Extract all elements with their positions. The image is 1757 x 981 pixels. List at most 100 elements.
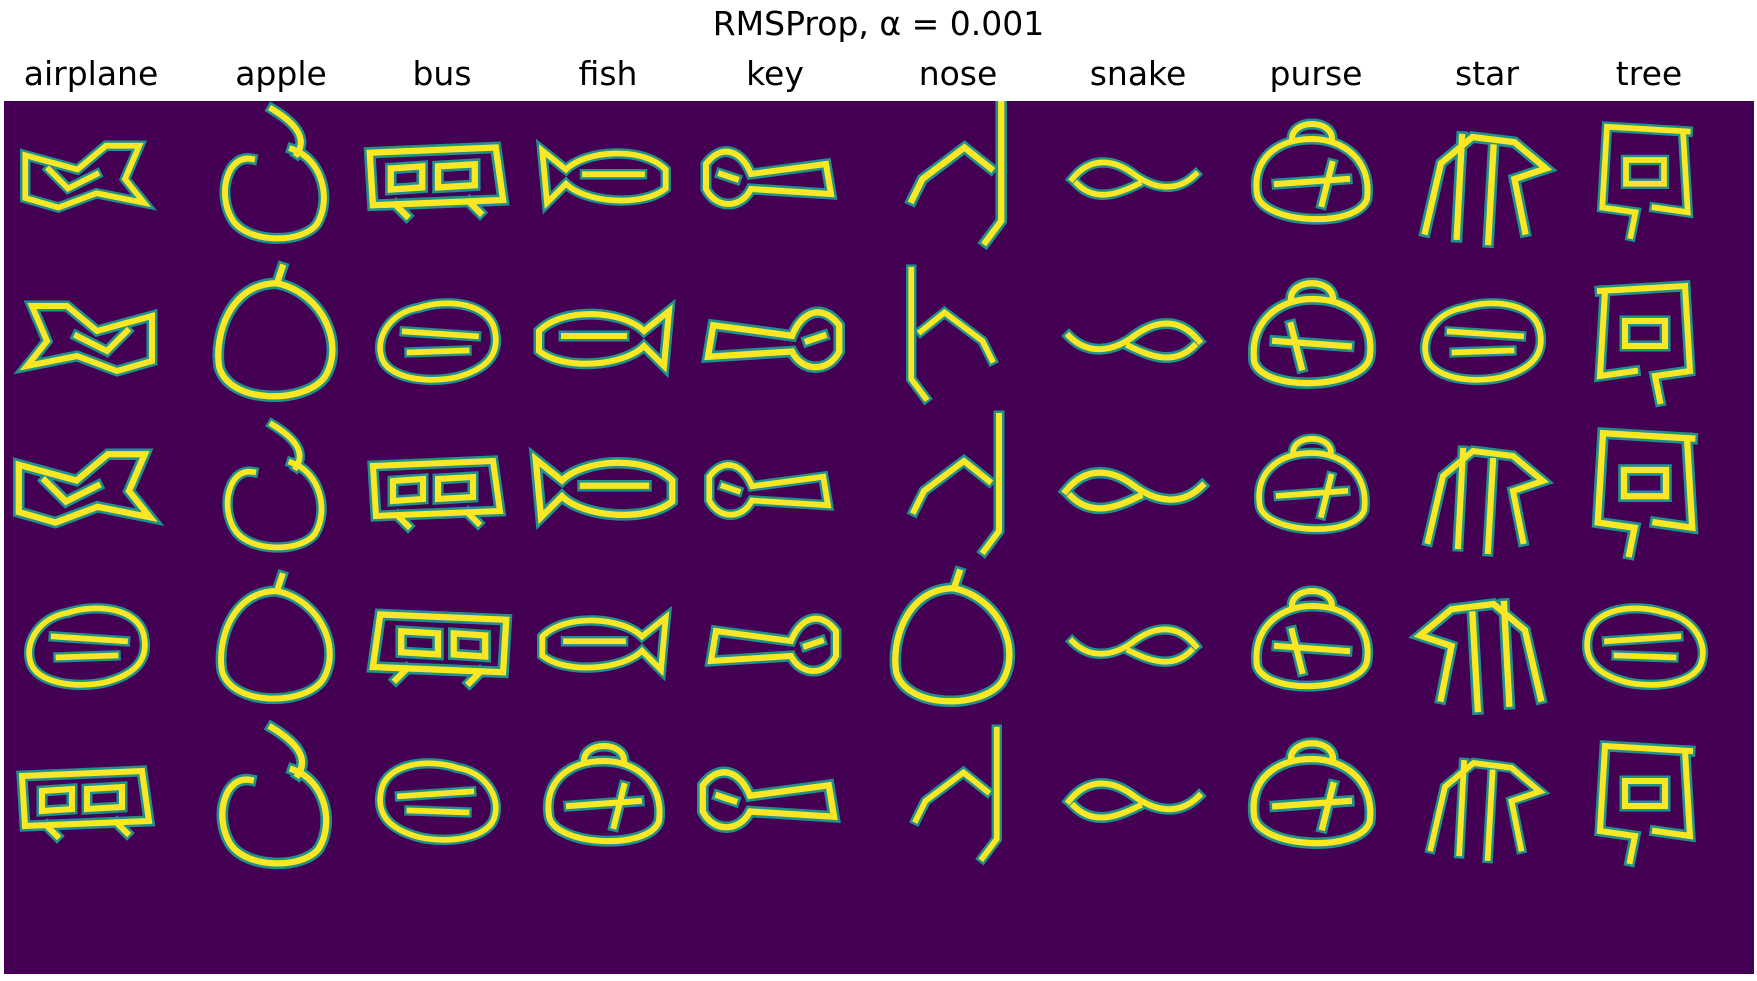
sketch-stroke bbox=[1068, 159, 1200, 198]
column-label-bus: bus bbox=[412, 54, 472, 93]
sketch-stroke bbox=[706, 462, 832, 518]
sketch-bus-4 bbox=[366, 608, 513, 691]
column-label-nose: nose bbox=[918, 54, 998, 93]
sketch-key-4 bbox=[704, 613, 842, 677]
sketch-stroke bbox=[707, 615, 839, 674]
sketch-nose-1 bbox=[904, 101, 1008, 251]
sketch-tree-2 bbox=[1594, 280, 1696, 408]
sketch-airplane-4 bbox=[23, 603, 151, 691]
sketch-stroke-edge bbox=[908, 724, 1002, 866]
sketch-airplane-5 bbox=[16, 765, 156, 844]
sketch-stroke-edge bbox=[216, 719, 332, 870]
sketch-snake-3 bbox=[1057, 466, 1211, 515]
sketch-key-3 bbox=[704, 459, 835, 520]
sketch-key-1 bbox=[700, 146, 838, 210]
sketch-stroke bbox=[1596, 282, 1694, 405]
sketch-airplane-3 bbox=[12, 448, 165, 529]
sketch-apple-1 bbox=[219, 101, 330, 244]
column-label-snake: snake bbox=[1089, 54, 1187, 93]
sketch-fish-1 bbox=[535, 138, 671, 215]
sketch-stroke bbox=[1424, 447, 1550, 555]
sketch-stroke bbox=[1068, 626, 1200, 665]
sketch-stroke bbox=[1599, 123, 1691, 240]
sketch-stroke-edge bbox=[906, 264, 1000, 406]
sketch-purse-5 bbox=[1247, 737, 1377, 849]
sketch-stroke bbox=[545, 743, 663, 845]
column-label-key: key bbox=[746, 54, 804, 93]
sketch-stroke-edge bbox=[906, 410, 1005, 559]
sketch-stroke bbox=[377, 300, 499, 383]
sketch-star-3 bbox=[1421, 445, 1555, 557]
sketch-stroke bbox=[1250, 740, 1374, 847]
sketch-apple-2 bbox=[212, 260, 339, 403]
sketch-stroke bbox=[538, 144, 669, 210]
sketch-stroke bbox=[26, 605, 148, 688]
sketch-stroke bbox=[531, 452, 676, 525]
sketch-stroke bbox=[1413, 600, 1545, 713]
sketch-stroke-edge bbox=[215, 569, 336, 705]
sketch-purse-1 bbox=[1250, 118, 1374, 225]
column-label-apple: apple bbox=[235, 54, 327, 93]
sketch-fish-3 bbox=[528, 446, 679, 531]
sketch-stroke bbox=[224, 420, 325, 551]
sketch-stroke bbox=[1422, 300, 1544, 383]
sketch-stroke bbox=[22, 142, 152, 211]
sketch-stroke bbox=[1064, 780, 1204, 821]
sketch-stroke bbox=[909, 413, 1002, 556]
sketch-stroke bbox=[908, 266, 996, 402]
sketch-apple-3 bbox=[222, 417, 327, 553]
sketch-apple-5 bbox=[216, 719, 332, 870]
sketch-snake-4 bbox=[1064, 624, 1204, 667]
sketch-stroke bbox=[218, 572, 333, 702]
sketch-airplane-1 bbox=[20, 140, 158, 213]
sketch-snake-1 bbox=[1064, 157, 1204, 200]
sketch-stroke bbox=[1256, 436, 1368, 532]
sketch-stroke bbox=[215, 263, 336, 400]
sketch-stroke bbox=[892, 568, 1013, 705]
sketch-snake-2 bbox=[1061, 318, 1207, 364]
sketch-fish-2 bbox=[533, 298, 676, 379]
column-label-star: star bbox=[1455, 54, 1519, 93]
sketch-stroke bbox=[366, 144, 507, 221]
sketch-bus-3 bbox=[367, 455, 507, 534]
sketch-star-2 bbox=[1419, 298, 1547, 386]
sketch-stroke bbox=[539, 611, 670, 677]
sketch-stroke bbox=[1594, 429, 1696, 558]
sketch-bus-2 bbox=[374, 298, 502, 386]
sketch-stroke-edge bbox=[212, 260, 339, 403]
sketch-grid bbox=[4, 101, 1754, 974]
sketch-fish-5 bbox=[542, 740, 666, 847]
sketch-purse-4 bbox=[1250, 585, 1374, 692]
figure-title: RMSProp, α = 0.001 bbox=[712, 4, 1045, 43]
sketch-nose-5 bbox=[908, 724, 1002, 866]
sketch-stroke-edge bbox=[889, 565, 1016, 708]
sketch-star-1 bbox=[1418, 130, 1558, 249]
sketch-bus-1 bbox=[363, 141, 510, 224]
sketch-stroke bbox=[221, 104, 327, 242]
sketch-key-2 bbox=[701, 306, 846, 373]
sketch-stroke bbox=[1250, 280, 1374, 387]
sketch-stroke bbox=[703, 148, 835, 207]
sketch-stroke bbox=[1427, 760, 1546, 862]
sketch-stroke bbox=[18, 767, 153, 841]
column-label-airplane: airplane bbox=[23, 54, 159, 93]
sketch-nose-2 bbox=[906, 264, 1000, 406]
sketch-snake-5 bbox=[1061, 778, 1207, 824]
sketch-key-5 bbox=[696, 766, 841, 833]
sketch-tree-3 bbox=[1591, 427, 1699, 561]
sketch-tree-4 bbox=[1581, 603, 1709, 691]
sketch-stroke bbox=[369, 611, 510, 688]
sketch-apple-4 bbox=[215, 569, 336, 705]
sketch-stroke bbox=[15, 451, 158, 526]
sketch-star-4 bbox=[1408, 597, 1548, 716]
sketch-bus-5 bbox=[374, 758, 502, 846]
sketch-stroke bbox=[1253, 588, 1371, 690]
sketch-airplane-2 bbox=[13, 300, 158, 377]
sketch-stroke bbox=[907, 101, 1005, 247]
sketch-purse-2 bbox=[1247, 277, 1377, 389]
sketch-stroke-edge bbox=[904, 101, 1008, 251]
sketch-stroke bbox=[699, 769, 838, 831]
sketch-stroke bbox=[536, 304, 673, 373]
sketch-stroke bbox=[1584, 605, 1706, 688]
column-labels: airplane apple bus fish key nose snake p… bbox=[4, 52, 1754, 96]
